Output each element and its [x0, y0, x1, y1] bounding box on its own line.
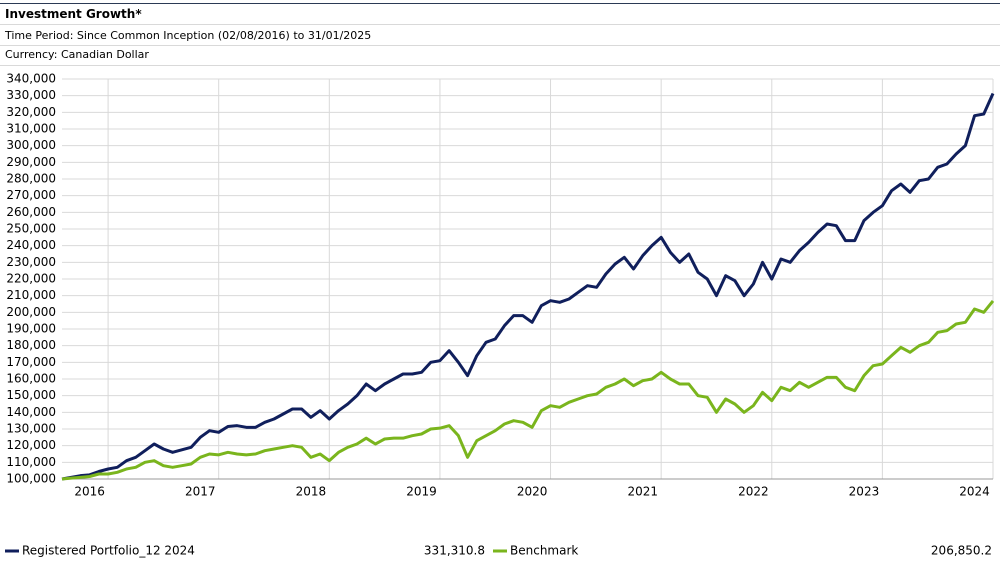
y-tick-label: 150,000: [6, 388, 56, 402]
currency: Currency: Canadian Dollar: [0, 46, 1000, 66]
y-tick-label: 170,000: [6, 355, 56, 369]
y-tick-label: 250,000: [6, 222, 56, 236]
y-tick-label: 210,000: [6, 288, 56, 302]
y-tick-label: 190,000: [6, 322, 56, 336]
y-tick-label: 340,000: [6, 72, 56, 86]
y-tick-label: 110,000: [6, 455, 56, 469]
y-tick-label: 270,000: [6, 188, 56, 202]
legend-value: 206,850.2: [931, 544, 992, 558]
y-tick-label: 130,000: [6, 422, 56, 436]
x-tick-label: 2024: [959, 485, 990, 499]
y-tick-label: 230,000: [6, 255, 56, 269]
y-tick-label: 300,000: [6, 138, 56, 152]
y-tick-label: 200,000: [6, 305, 56, 319]
subtitle: Time Period: Since Common Inception (02/…: [0, 26, 1000, 46]
y-tick-label: 290,000: [6, 155, 56, 169]
x-tick-label: 2023: [849, 485, 880, 499]
y-tick-label: 320,000: [6, 105, 56, 119]
top-rule: [0, 3, 1000, 4]
y-tick-label: 280,000: [6, 172, 56, 186]
legend-label: Benchmark: [510, 544, 578, 558]
y-tick-label: 310,000: [6, 122, 56, 136]
series-line: [61, 92, 995, 481]
y-tick-label: 100,000: [6, 472, 56, 486]
x-tick-label: 2019: [406, 485, 437, 499]
chart-title: Investment Growth*: [0, 5, 1000, 25]
y-tick-label: 240,000: [6, 238, 56, 252]
y-tick-label: 160,000: [6, 372, 56, 386]
x-tick-label: 2016: [74, 485, 105, 499]
legend-label: Registered Portfolio_12 2024: [22, 544, 195, 558]
y-tick-label: 220,000: [6, 272, 56, 286]
x-tick-label: 2021: [627, 485, 658, 499]
x-tick-label: 2020: [517, 485, 548, 499]
x-tick-label: 2022: [738, 485, 769, 499]
y-tick-label: 140,000: [6, 405, 56, 419]
legend-value: 331,310.8: [424, 544, 485, 558]
y-tick-label: 120,000: [6, 438, 56, 452]
series-line: [61, 299, 995, 481]
x-tick-label: 2018: [296, 485, 327, 499]
x-tick-label: 2017: [185, 485, 216, 499]
y-tick-label: 260,000: [6, 205, 56, 219]
y-tick-label: 330,000: [6, 88, 56, 102]
y-tick-label: 180,000: [6, 338, 56, 352]
